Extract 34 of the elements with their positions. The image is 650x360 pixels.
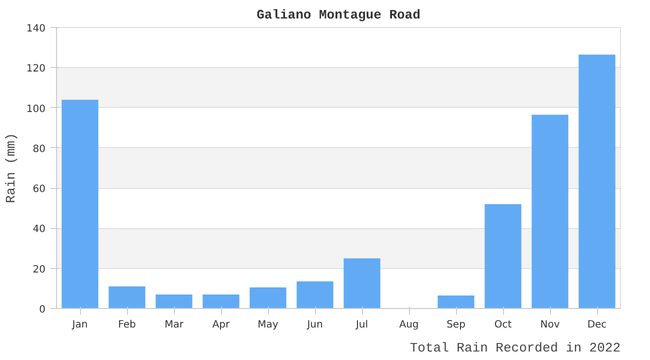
x-tick-label: Apr <box>212 320 231 330</box>
x-tick-label: Mar <box>164 320 184 330</box>
bar <box>202 294 240 308</box>
x-tick-label: Dec <box>587 320 607 330</box>
bar <box>344 258 380 308</box>
bar <box>62 100 98 308</box>
x-tick-label: Feb <box>118 320 136 330</box>
y-tick-label: 80 <box>32 144 46 155</box>
x-tick-label: Jul <box>354 320 368 330</box>
y-tick-label: 0 <box>39 304 46 316</box>
y-tick-label: 140 <box>26 24 46 34</box>
x-tick-label: May <box>258 320 278 330</box>
y-tick-label: 20 <box>32 264 46 276</box>
x-tick-label: Aug <box>399 320 419 330</box>
bar <box>484 204 522 308</box>
text: Total Rain Recorded in 2022 <box>410 340 621 356</box>
chart-title: Galiano Montague Road <box>256 8 420 22</box>
bar <box>250 287 286 308</box>
bar <box>296 281 334 308</box>
y-tick-label: 60 <box>32 184 46 196</box>
bar <box>156 294 192 308</box>
y-tick-label: 40 <box>32 224 46 236</box>
x-tick-label: Oct <box>494 320 512 330</box>
bar <box>532 114 568 308</box>
x-tick-label: Sep <box>446 320 466 330</box>
y-tick-label: 100 <box>26 104 46 115</box>
x-tick-label: Jun <box>306 320 323 330</box>
bar <box>108 286 146 308</box>
x-tick-label: Jan <box>71 320 88 330</box>
y-axis-title: Rain (mm) <box>3 132 18 204</box>
x-tick-label: Nov <box>540 320 560 330</box>
bar <box>578 54 616 308</box>
bar <box>438 295 474 308</box>
y-tick-label: 120 <box>26 64 46 75</box>
